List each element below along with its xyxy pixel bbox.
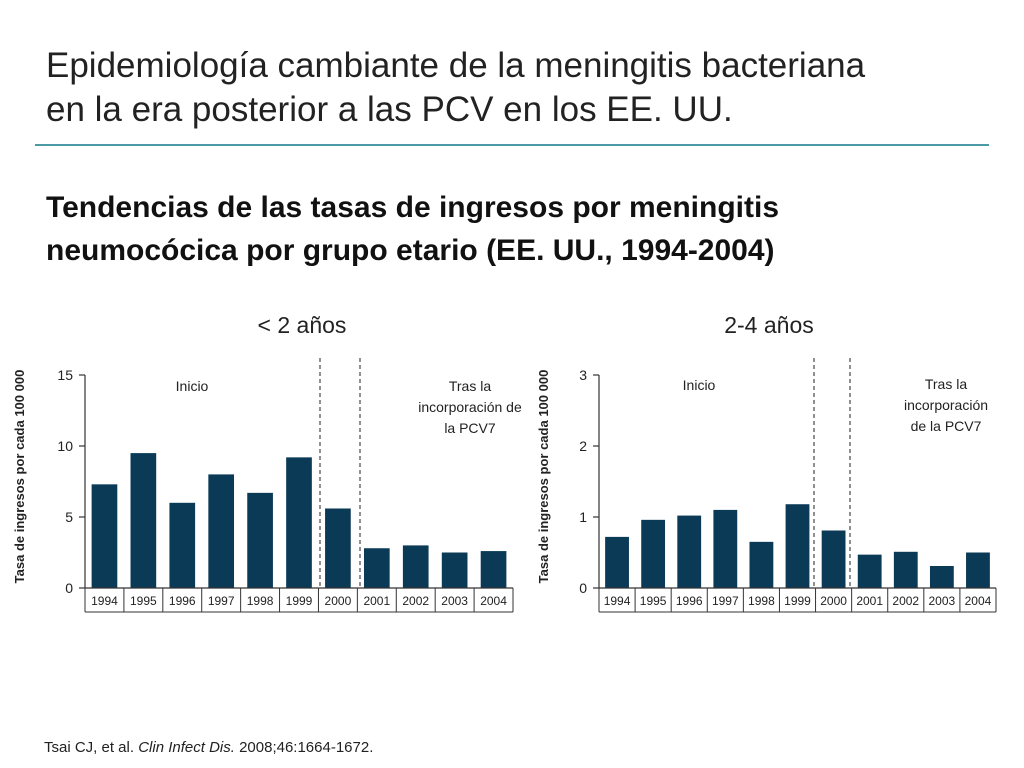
chart1-y-axis-label: Tasa de ingresos por cada 100 000 [12,370,27,584]
chart1-bar-2004 [480,551,507,588]
chart2-x-tick-label: 1994 [604,594,631,608]
chart1-y-tick-label: 5 [65,509,73,525]
chart1-bar-1999 [286,457,312,588]
citation: Tsai CJ, et al. Clin Infect Dis. 2008;46… [44,739,373,756]
chart1-bar-1998 [247,492,273,588]
chart2-y-tick-label: 2 [579,438,587,454]
chart1-bar-2003 [441,552,468,588]
chart1-bar-2002 [402,545,429,588]
slide-title-line1: Epidemiología cambiante de la meningitis… [46,46,866,85]
chart1-x-tick-label: 2004 [480,594,507,608]
chart1-x-tick-label: 2003 [441,594,468,608]
chart2-bar-1995 [641,519,666,588]
chart2-annotation-baseline: Inicio [683,377,716,393]
chart2-bar-1996 [677,515,702,588]
chart1-bar-1997 [208,474,235,588]
chart2-x-tick-label: 2000 [820,594,847,608]
chart1-x-tick-label: 1998 [247,594,274,608]
chart2-x-tick-label: 1996 [676,594,703,608]
chart1-bar-1994 [91,484,118,588]
chart2-x-tick-label: 1997 [712,594,739,608]
chart2-x-tick-label: 2004 [965,594,992,608]
chart-heading: Tendencias de las tasas de ingresos por … [46,186,996,272]
chart2-bar-2004 [966,552,990,588]
chart2-annotation-post-line1: Tras la [925,376,967,392]
chart2-x-tick-label: 2001 [856,594,883,608]
title-divider [35,144,989,146]
chart1-annotation-post-line3: la PCV7 [444,420,496,436]
chart1-x-tick-label: 1997 [208,594,235,608]
chart2-annotation-post-line3: de la PCV7 [911,418,982,434]
chart1-x-tick-label: 1995 [130,594,157,608]
chart1-x-tick-label: 1999 [286,594,313,608]
chart1-y-tick-label: 0 [65,580,73,596]
chart1-annotation-baseline: Inicio [176,378,209,394]
chart1-x-tick-label: 2000 [325,594,352,608]
chart2-y-tick-label: 0 [579,580,587,596]
chart2-y-axis-label: Tasa de ingresos por cada 100 000 [536,370,551,584]
chart1-x-tick-label: 1994 [91,594,118,608]
citation-ref: 2008;46:1664-1672. [239,739,374,756]
chart2-x-tick-label: 1995 [640,594,667,608]
citation-authors: Tsai CJ, et al. [44,739,135,756]
chart2-annotation-post-line2: incorporación [904,397,988,413]
chart1-x-tick-label: 1996 [169,594,196,608]
chart1-x-tick-label: 2001 [363,594,390,608]
chart2-bar-2001 [857,554,882,588]
slide-title-line2: en la era posterior a las PCV en los EE.… [46,90,733,129]
chart2-x-tick-label: 1999 [784,594,811,608]
chart2-y-tick-label: 1 [579,509,587,525]
chart-heading-line1: Tendencias de las tasas de ingresos por … [46,191,780,224]
charts-area: < 2 años Tasa de ingresos por cada 100 00… [12,312,997,613]
chart-heading-line2: neumocócica por grupo etario (EE. UU., 1… [46,234,775,267]
chart1-title: < 2 años [258,312,347,338]
chart1-bar-1996 [169,502,196,588]
chart2-bar-1997 [713,509,738,588]
chart1-bar-2001 [363,548,390,588]
chart1-bar-1995 [130,453,157,588]
chart2-bar-1998 [749,541,774,588]
chart2-bar-2003 [929,565,954,588]
chart1-annotation-post-line1: Tras la [449,378,491,394]
chart1-y-tick-label: 10 [57,438,73,454]
chart1-y-tick-label: 15 [57,367,73,383]
chart2-bar-2002 [893,551,918,588]
citation-journal: Clin Infect Dis. [138,739,235,756]
chart1-annotation-post-line2: incorporación de [418,399,522,415]
chart2-y-tick-label: 3 [579,367,587,383]
chart2-x-tick-label: 2002 [892,594,919,608]
chart1-x-tick-label: 2002 [402,594,429,608]
chart2-x-tick-label: 2003 [929,594,956,608]
chart2-bar-2000 [821,530,846,588]
chart2-title: 2-4 años [724,312,814,338]
chart2-bar-1994 [605,536,629,588]
chart1-bar-2000 [325,508,351,588]
slide-title: Epidemiología cambiante de la meningitis… [46,44,996,132]
chart2-x-tick-label: 1998 [748,594,775,608]
chart2-bar-1999 [785,504,810,588]
